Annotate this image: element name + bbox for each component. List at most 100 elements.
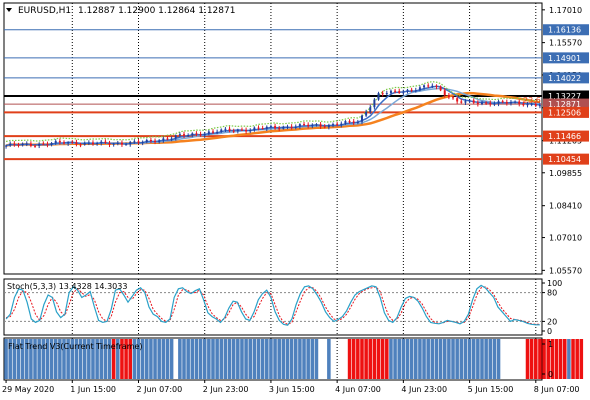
flat-trend-bar [244, 339, 248, 379]
candle-body [315, 124, 318, 126]
candle-body [149, 139, 152, 141]
flat-trend-bar [37, 339, 41, 379]
flat-trend-bar [327, 339, 331, 379]
candle-body [356, 121, 359, 123]
flat-trend-bar [360, 339, 364, 379]
flat-trend-bar [256, 339, 261, 379]
flat-trend-bar [496, 339, 501, 379]
candle-body [493, 103, 496, 105]
flat-trend-bar [546, 339, 550, 379]
flat-trend-bar [58, 339, 62, 379]
flat-trend-bar [422, 339, 426, 379]
fast-moving-average-line [5, 85, 540, 147]
candle-body [381, 93, 384, 95]
flat-trend-tick-label: 1 [548, 340, 553, 349]
flat-trend-bar [20, 339, 25, 379]
candle-body [369, 107, 372, 112]
candle-body [174, 135, 177, 139]
candle-body [514, 101, 517, 103]
flat-trend-bar [78, 339, 83, 379]
flat-trend-bar [111, 339, 116, 379]
flat-trend-panel-frame [3, 337, 543, 381]
candle-body [17, 144, 20, 146]
candle-body [249, 129, 252, 132]
flat-trend-bar [529, 339, 534, 379]
flat-trend-bar [414, 339, 418, 379]
triangle-down-icon[interactable] [6, 8, 12, 12]
candle-body [21, 143, 24, 146]
flat-trend-bar [240, 339, 244, 379]
price-tag-1-14901 [543, 52, 589, 64]
candle-body [332, 124, 335, 126]
candle-body [505, 101, 508, 104]
flat-trend-bar [248, 339, 253, 379]
candle-body [75, 142, 78, 145]
flat-trend-bar [182, 339, 186, 379]
price-tag-label: 1.14901 [548, 54, 581, 63]
flat-trend-bar [87, 339, 91, 379]
candle-body [154, 140, 157, 143]
slow-moving-average-line [5, 91, 541, 147]
flat-trend-bar [49, 339, 54, 379]
flat-trend-bar [310, 339, 315, 379]
candle-body [389, 90, 392, 94]
flat-trend-bar [128, 339, 132, 379]
candle-body [348, 121, 351, 123]
price-tag-label: 1.11466 [548, 132, 581, 141]
stoch-main-line [5, 284, 540, 326]
flat-trend-bar [12, 339, 17, 379]
candle-body [91, 142, 94, 145]
candle-body [240, 129, 243, 131]
candle-body [439, 86, 442, 91]
candle-body [443, 90, 446, 96]
flat-trend-bar [211, 339, 215, 379]
flat-trend-bar [8, 339, 12, 379]
flat-trend-bar [107, 339, 112, 379]
flat-trend-bar [157, 339, 161, 379]
flat-trend-tick-label: 0 [548, 370, 553, 379]
flat-trend-bar [219, 339, 224, 379]
candle-body [394, 90, 397, 92]
candle-body [427, 85, 430, 87]
candle-body [137, 141, 140, 143]
price-tag-1-11466 [543, 130, 589, 142]
candle-body [67, 142, 70, 144]
candle-body [104, 141, 107, 144]
candle-body [538, 105, 541, 107]
stoch-tick-label: 20 [547, 317, 557, 326]
flat-trend-bar [306, 339, 310, 379]
time-tick-label: 2 Jun 07:00 [137, 385, 183, 394]
price-tag-1-13227 [543, 90, 589, 102]
flat-trend-bar [289, 339, 294, 379]
price-tick-label: 1.15570 [549, 39, 582, 48]
flat-trend-bar [484, 339, 488, 379]
flat-trend-bar [372, 339, 377, 379]
candle-body [178, 134, 181, 136]
flat-trend-bar [393, 339, 397, 379]
flat-trend-bar [550, 339, 555, 379]
flat-trend-bar [467, 339, 472, 379]
flat-trend-bar [41, 339, 46, 379]
flat-trend-bar [66, 339, 70, 379]
price-tag-1-12871 [543, 98, 589, 110]
flat-trend-bar [364, 339, 368, 379]
candle-body [96, 143, 99, 145]
candle-body [42, 143, 45, 145]
flat-trend-bar [442, 339, 447, 379]
flat-trend-bar [351, 339, 356, 379]
stoch-tick-label: 100 [547, 279, 562, 288]
flat-trend-bar [451, 339, 455, 379]
flat-trend-bar [480, 339, 484, 379]
flat-trend-bar [202, 339, 207, 379]
candle-body [29, 143, 32, 146]
candle-body [220, 129, 223, 132]
candle-body [79, 144, 82, 146]
flat-trend-bar [347, 339, 352, 379]
candle-body [344, 121, 347, 124]
time-tick-label: 4 Jun 07:00 [335, 385, 381, 394]
candle-body [166, 138, 169, 140]
flat-trend-bar [236, 339, 240, 379]
candle-body [307, 124, 310, 127]
